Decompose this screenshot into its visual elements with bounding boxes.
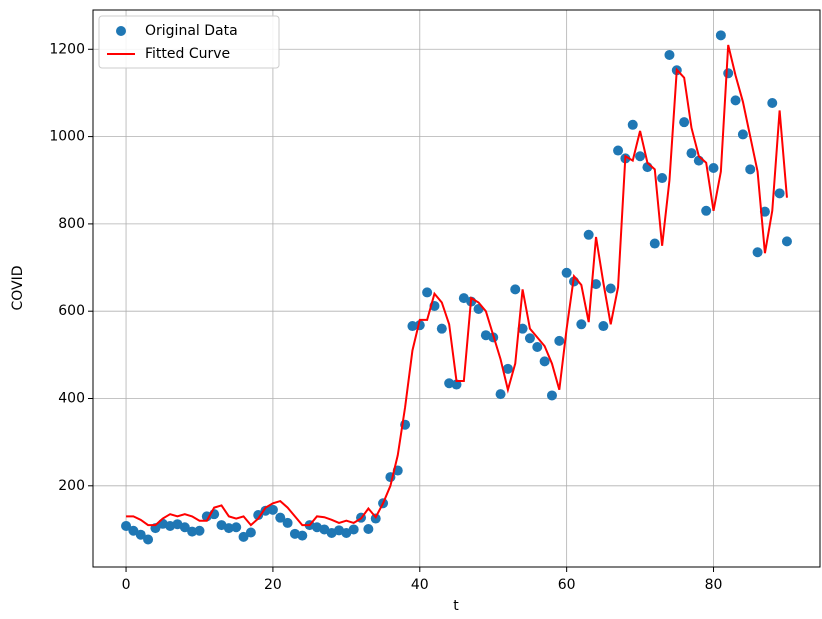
- point: [253, 510, 264, 521]
- point: [121, 520, 132, 531]
- point: [532, 341, 543, 352]
- point: [664, 49, 675, 60]
- legend-box: [98, 15, 280, 69]
- point: [363, 524, 374, 535]
- legend-label: Original Data: [145, 23, 238, 39]
- point: [510, 284, 521, 295]
- point: [767, 97, 778, 108]
- point: [502, 363, 513, 374]
- point: [282, 517, 293, 528]
- point: [275, 512, 286, 523]
- point: [143, 534, 154, 545]
- point: [635, 151, 646, 162]
- point: [128, 525, 139, 536]
- point: [598, 321, 609, 332]
- point: [649, 238, 660, 249]
- x-tick-label: 60: [558, 577, 576, 593]
- point: [576, 319, 587, 330]
- x-tick-label: 0: [122, 577, 131, 593]
- point: [605, 283, 616, 294]
- point: [613, 145, 624, 156]
- y-tick-label: 800: [58, 216, 85, 232]
- y-tick-label: 400: [58, 391, 85, 407]
- point: [708, 163, 719, 174]
- point: [135, 529, 146, 540]
- y-tick-label: 1000: [49, 129, 85, 145]
- point: [679, 117, 690, 128]
- point: [422, 287, 433, 298]
- point: [752, 247, 763, 258]
- point: [715, 30, 726, 41]
- point: [179, 522, 190, 533]
- point: [774, 188, 785, 199]
- x-axis-label: t: [453, 598, 459, 614]
- y-axis-label: COVID: [10, 265, 26, 310]
- point: [781, 236, 792, 247]
- point: [583, 229, 594, 240]
- point: [407, 321, 418, 332]
- plot-frame: [92, 9, 821, 568]
- point: [267, 504, 278, 515]
- point: [495, 389, 506, 400]
- point: [436, 323, 447, 334]
- point: [245, 527, 256, 538]
- point: [194, 525, 205, 536]
- point: [686, 148, 697, 159]
- y-tick-label: 200: [58, 478, 85, 494]
- point: [657, 173, 668, 184]
- x-tick-label: 40: [411, 577, 429, 593]
- point: [517, 323, 528, 334]
- point: [260, 505, 271, 516]
- point: [561, 267, 572, 278]
- point: [723, 68, 734, 79]
- point: [554, 335, 565, 346]
- point: [627, 119, 638, 130]
- point: [591, 279, 602, 290]
- point: [546, 390, 557, 401]
- line: [126, 44, 788, 527]
- point: [759, 206, 770, 217]
- legend-label: Fitted Curve: [145, 46, 230, 62]
- y-tick-label: 600: [58, 303, 85, 319]
- point: [737, 129, 748, 140]
- point: [730, 95, 741, 106]
- point: [701, 205, 712, 216]
- x-tick-label: 20: [264, 577, 282, 593]
- point: [348, 524, 359, 535]
- y-tick-label: 1200: [49, 41, 85, 57]
- point: [223, 523, 234, 534]
- point: [238, 531, 249, 542]
- point: [524, 333, 535, 344]
- point: [539, 356, 550, 367]
- point: [297, 530, 308, 541]
- point: [187, 526, 198, 537]
- x-tick-label: 80: [705, 577, 723, 593]
- point: [231, 522, 242, 533]
- legend-marker: [116, 26, 126, 36]
- point: [745, 164, 756, 175]
